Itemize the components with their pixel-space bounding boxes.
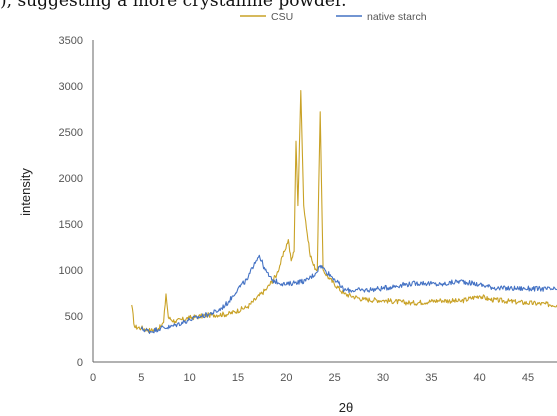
series-line-csu — [131, 90, 557, 334]
y-tick-label: 2000 — [59, 173, 83, 185]
x-tick-label: 35 — [425, 372, 437, 384]
x-tick-label: 40 — [474, 372, 486, 384]
series-line-native-starch — [140, 254, 557, 334]
legend: CSU native starch — [240, 11, 427, 23]
y-tick-label: 2500 — [59, 127, 83, 139]
x-tick-label: 10 — [184, 372, 196, 384]
x-tick-label: 0 — [90, 372, 96, 384]
x-tick-label: 45 — [522, 372, 534, 384]
x-tick-label: 15 — [232, 372, 244, 384]
x-tick-label: 30 — [377, 372, 389, 384]
legend-label: native starch — [367, 11, 427, 23]
x-tick-label: 20 — [280, 372, 292, 384]
x-tick-label: 5 — [138, 372, 144, 384]
y-tick-label: 3000 — [59, 81, 83, 93]
y-tick-label: 1500 — [59, 219, 83, 231]
y-tick-label: 500 — [65, 311, 83, 323]
series-layer — [131, 90, 557, 334]
x-tick-label: 25 — [329, 372, 341, 384]
x-axis: 0 5 10 15 20 25 30 35 40 45 — [90, 361, 557, 384]
y-tick-label: 1000 — [59, 265, 83, 277]
y-axis: 0 500 1000 1500 2000 2500 3000 3500 — [59, 35, 94, 369]
x-axis-title: 2θ — [339, 400, 353, 415]
legend-label: CSU — [271, 11, 293, 23]
caption-fragment: ), suggesting a more crystalline powder. — [0, 0, 347, 11]
y-tick-label: 0 — [77, 357, 83, 369]
y-tick-label: 3500 — [59, 35, 83, 47]
y-axis-title: intensity — [18, 168, 33, 216]
